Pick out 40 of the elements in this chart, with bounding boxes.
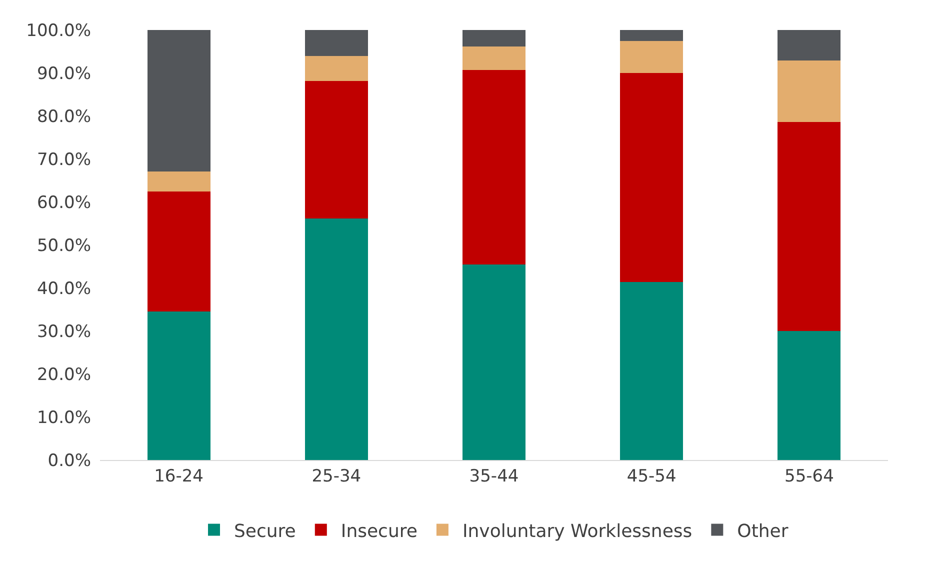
x-tick-label: 35-44 — [469, 466, 519, 486]
y-tick-label: 60.0% — [36, 192, 91, 213]
bar — [147, 312, 210, 460]
bar — [304, 56, 368, 82]
bar — [620, 41, 684, 73]
bar — [462, 264, 526, 460]
bar — [147, 171, 210, 192]
bar — [778, 30, 841, 61]
bar — [778, 60, 841, 122]
legend-label: Involuntary Worklessness — [462, 520, 692, 542]
x-tick-label: 45-54 — [626, 466, 676, 486]
x-tick-label: 25-34 — [312, 466, 362, 486]
bar — [778, 331, 841, 460]
x-tick-label: 55-64 — [784, 466, 834, 486]
bar — [304, 81, 368, 218]
bar — [620, 73, 684, 282]
y-tick-label: 0.0% — [48, 450, 91, 471]
y-tick-label: 50.0% — [36, 236, 91, 256]
y-tick-label: 100.0% — [26, 20, 91, 41]
bar — [304, 218, 368, 460]
y-tick-label: 10.0% — [36, 408, 91, 428]
bar — [620, 282, 684, 460]
bar — [778, 122, 841, 331]
legend-label: Insecure — [340, 520, 418, 542]
y-tick-label: 30.0% — [36, 322, 91, 342]
legend-label: Secure — [234, 520, 296, 542]
bar — [620, 30, 684, 42]
legend-label: Other — [737, 520, 789, 542]
y-tick-label: 20.0% — [36, 364, 91, 385]
bar — [462, 46, 526, 70]
y-tick-label: 70.0% — [36, 150, 91, 170]
bar — [462, 70, 526, 264]
bar — [304, 30, 368, 56]
bar — [462, 30, 526, 46]
x-tick-label: 16-24 — [154, 466, 204, 486]
bar — [147, 30, 210, 172]
y-tick-label: 90.0% — [36, 64, 91, 84]
y-tick-label: 80.0% — [36, 106, 91, 127]
y-tick-label: 40.0% — [36, 278, 91, 299]
bar — [147, 192, 210, 312]
